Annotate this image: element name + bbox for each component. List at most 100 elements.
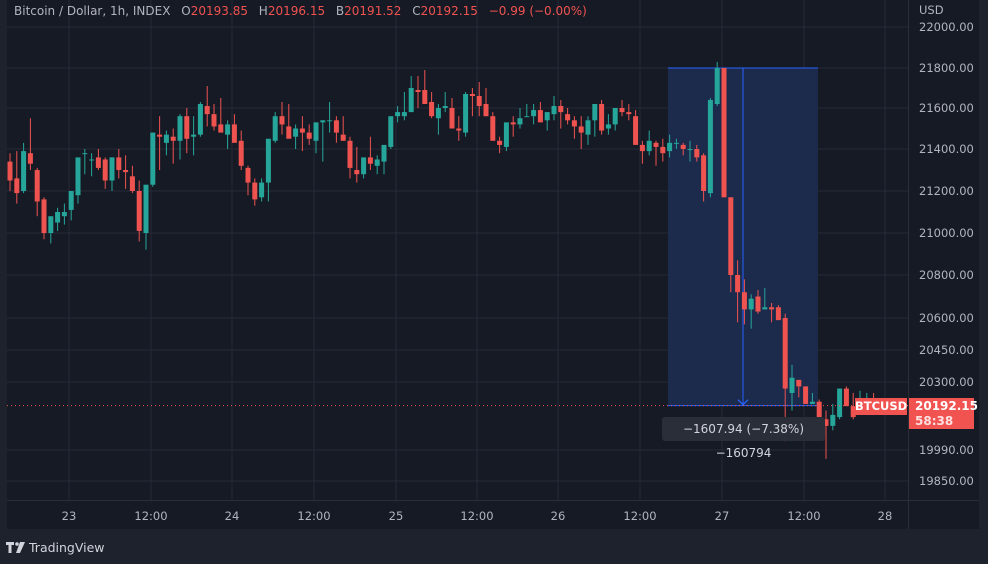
candle-body[interactable] — [687, 149, 693, 150]
candle-body[interactable] — [741, 292, 747, 310]
candle-body[interactable] — [95, 157, 101, 168]
candle-body[interactable] — [830, 414, 836, 426]
candle-body[interactable] — [340, 134, 346, 141]
candle-body[interactable] — [225, 124, 231, 135]
candle-body[interactable] — [633, 116, 639, 145]
candle-body[interactable] — [544, 112, 550, 121]
candle-body[interactable] — [163, 134, 169, 143]
candle-body[interactable] — [313, 122, 319, 141]
candle-body[interactable] — [537, 110, 543, 123]
candle-body[interactable] — [701, 155, 707, 191]
candle-body[interactable] — [605, 124, 611, 129]
candle-body[interactable] — [667, 142, 673, 152]
candle-body[interactable] — [558, 106, 564, 113]
candle-body[interactable] — [843, 388, 849, 407]
candle-body[interactable] — [755, 296, 761, 312]
candle-body[interactable] — [531, 110, 537, 117]
candle-body[interactable] — [238, 140, 244, 166]
candle-body[interactable] — [123, 170, 129, 173]
candle-body[interactable] — [850, 406, 856, 418]
candle-body[interactable] — [769, 307, 775, 310]
candle-body[interactable] — [41, 199, 47, 233]
candle-body[interactable] — [429, 102, 435, 117]
candle-body[interactable] — [347, 140, 353, 168]
symbol-title[interactable]: Bitcoin / Dollar, 1h, INDEX — [14, 4, 171, 18]
candle-body[interactable] — [435, 108, 441, 119]
candle-body[interactable] — [129, 176, 135, 191]
candle-body[interactable] — [694, 149, 700, 158]
candle-body[interactable] — [571, 120, 577, 127]
candle-body[interactable] — [816, 401, 822, 418]
candle-body[interactable] — [157, 134, 163, 137]
candle-body[interactable] — [619, 108, 625, 113]
candle-body[interactable] — [483, 104, 489, 117]
candle-body[interactable] — [456, 128, 462, 131]
candle-body[interactable] — [381, 144, 387, 162]
candle-body[interactable] — [48, 216, 54, 233]
candle-body[interactable] — [245, 167, 251, 183]
candle-body[interactable] — [55, 212, 61, 223]
candle-body[interactable] — [374, 159, 380, 166]
candle-body[interactable] — [27, 153, 33, 164]
candle-body[interactable] — [361, 157, 367, 175]
candle-body[interactable] — [136, 191, 142, 231]
candle-body[interactable] — [789, 377, 795, 393]
candle-body[interactable] — [592, 104, 598, 121]
candle-body[interactable] — [524, 116, 530, 118]
candle-body[interactable] — [680, 144, 686, 149]
candle-body[interactable] — [748, 298, 754, 310]
candle-body[interactable] — [7, 161, 13, 181]
candle-body[interactable] — [89, 159, 95, 161]
candle-body[interactable] — [639, 144, 645, 152]
candle-body[interactable] — [551, 106, 557, 115]
candle-body[interactable] — [565, 114, 571, 121]
candle-body[interactable] — [463, 94, 469, 133]
candle-body[interactable] — [517, 118, 523, 125]
candle-body[interactable] — [204, 106, 210, 115]
candle-body[interactable] — [177, 116, 183, 141]
candle-body[interactable] — [809, 401, 815, 404]
candle-body[interactable] — [14, 178, 20, 194]
candle-body[interactable] — [116, 157, 122, 170]
candle-body[interactable] — [408, 88, 414, 113]
candle-body[interactable] — [61, 212, 67, 217]
candle-body[interactable] — [150, 132, 156, 185]
candle-body[interactable] — [728, 197, 734, 275]
candle-body[interactable] — [306, 132, 312, 139]
candle-body[interactable] — [170, 136, 176, 141]
candle-body[interactable] — [469, 94, 475, 96]
candle-body[interactable] — [721, 68, 727, 198]
candle-body[interactable] — [775, 307, 781, 321]
candle-body[interactable] — [653, 142, 659, 147]
candle-body[interactable] — [660, 146, 666, 154]
candle-body[interactable] — [782, 318, 788, 389]
candle-body[interactable] — [415, 90, 421, 92]
candle-body[interactable] — [578, 126, 584, 133]
candle-body[interactable] — [735, 275, 741, 293]
candle-body[interactable] — [191, 134, 197, 137]
candle-body[interactable] — [714, 68, 720, 104]
candle-body[interactable] — [646, 140, 652, 152]
candle-body[interactable] — [279, 116, 285, 125]
candle-body[interactable] — [388, 116, 394, 147]
candle-body[interactable] — [599, 104, 605, 131]
candle-body[interactable] — [184, 116, 190, 139]
candle-body[interactable] — [823, 419, 829, 426]
candle-body[interactable] — [354, 170, 360, 175]
candle-body[interactable] — [293, 128, 299, 137]
candle-body[interactable] — [102, 159, 108, 181]
candle-body[interactable] — [272, 116, 278, 141]
candle-body[interactable] — [299, 128, 305, 133]
candle-body[interactable] — [476, 96, 482, 106]
candle-body[interactable] — [286, 126, 292, 139]
candle-body[interactable] — [442, 106, 448, 108]
candle-body[interactable] — [197, 104, 203, 135]
candle-body[interactable] — [401, 112, 407, 117]
candle-body[interactable] — [218, 124, 224, 133]
candle-body[interactable] — [612, 108, 618, 125]
candle-body[interactable] — [259, 182, 265, 198]
candle-body[interactable] — [803, 386, 809, 404]
candle-body[interactable] — [490, 116, 496, 141]
candle-body[interactable] — [497, 140, 503, 145]
